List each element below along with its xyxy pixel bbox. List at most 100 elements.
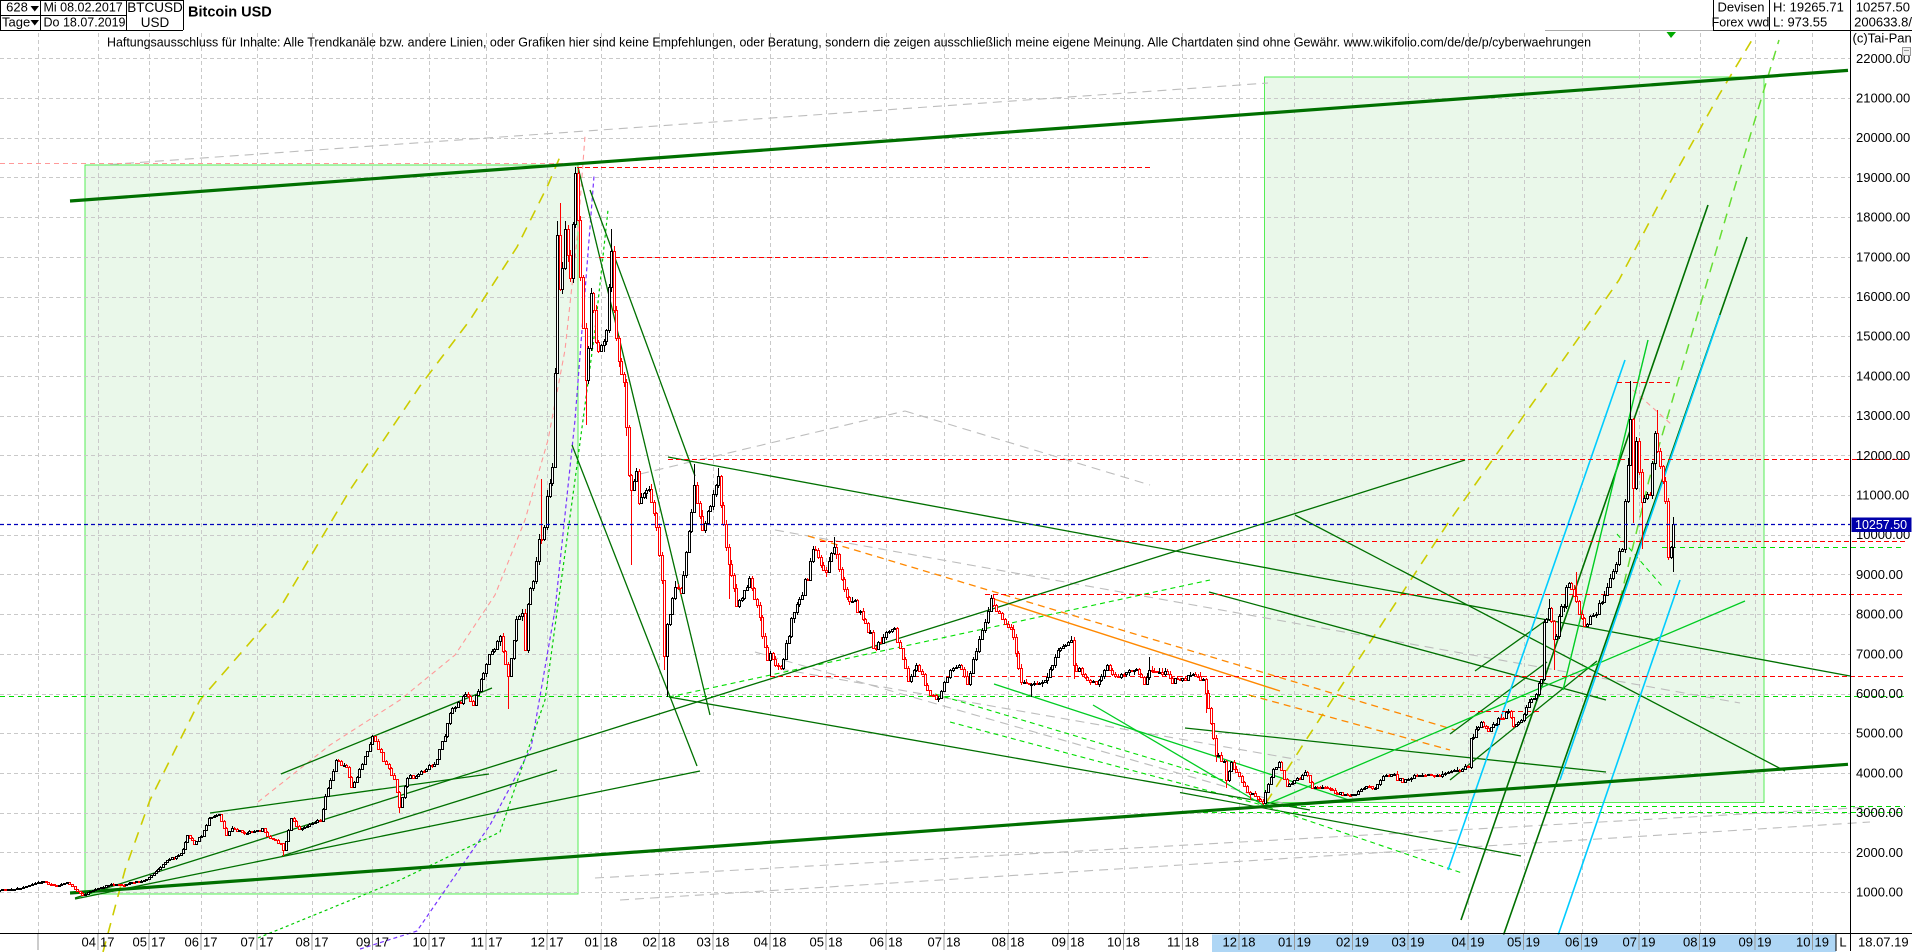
svg-text:L: 973.55: L: 973.55 (1773, 15, 1827, 30)
svg-text:17: 17 (151, 935, 165, 950)
svg-text:03: 03 (697, 935, 711, 950)
svg-text:06: 06 (185, 935, 199, 950)
svg-text:19: 19 (1815, 935, 1829, 950)
svg-text:15000.00: 15000.00 (1856, 329, 1910, 344)
svg-text:12000.00: 12000.00 (1856, 448, 1910, 463)
svg-text:17: 17 (549, 935, 563, 950)
svg-text:17: 17 (203, 935, 217, 950)
svg-text:USD: USD (141, 15, 170, 30)
svg-text:07: 07 (241, 935, 255, 950)
svg-text:17: 17 (375, 935, 389, 950)
svg-text:14000.00: 14000.00 (1856, 368, 1910, 383)
svg-text:Do 18.07.2019: Do 18.07.2019 (44, 16, 126, 30)
svg-text:05: 05 (133, 935, 147, 950)
svg-text:H: 19265.71: H: 19265.71 (1773, 0, 1844, 15)
svg-text:13000.00: 13000.00 (1856, 408, 1910, 423)
svg-text:08: 08 (992, 935, 1006, 950)
svg-text:19: 19 (1702, 935, 1716, 950)
svg-text:11: 11 (471, 935, 485, 950)
svg-text:Mi 08.02.2017: Mi 08.02.2017 (44, 1, 123, 15)
svg-text:16000.00: 16000.00 (1856, 289, 1910, 304)
svg-text:3000.00: 3000.00 (1856, 805, 1903, 820)
svg-text:19: 19 (1470, 935, 1484, 950)
svg-text:18: 18 (888, 935, 902, 950)
svg-text:17: 17 (488, 935, 502, 950)
svg-text:08: 08 (1683, 935, 1697, 950)
svg-text:01: 01 (1278, 935, 1292, 950)
svg-text:18: 18 (946, 935, 960, 950)
svg-text:01: 01 (585, 935, 599, 950)
svg-text:18: 18 (1010, 935, 1024, 950)
svg-text:02: 02 (643, 935, 657, 950)
svg-text:06: 06 (1565, 935, 1579, 950)
svg-text:Tage: Tage (2, 15, 30, 30)
svg-text:18: 18 (603, 935, 617, 950)
svg-text:05: 05 (810, 935, 824, 950)
svg-text:9000.00: 9000.00 (1856, 567, 1903, 582)
svg-text:19: 19 (1757, 935, 1771, 950)
svg-text:17: 17 (431, 935, 445, 950)
svg-text:02: 02 (1336, 935, 1350, 950)
svg-text:22000.00: 22000.00 (1856, 51, 1910, 66)
svg-text:12: 12 (1223, 935, 1237, 950)
svg-text:19: 19 (1410, 935, 1424, 950)
svg-text:10: 10 (1796, 935, 1810, 950)
svg-text:5000.00: 5000.00 (1856, 726, 1903, 741)
svg-text:05: 05 (1507, 935, 1521, 950)
svg-text:19: 19 (1355, 935, 1369, 950)
svg-text:2000.00: 2000.00 (1856, 845, 1903, 860)
svg-text:18: 18 (1241, 935, 1255, 950)
svg-text:08: 08 (296, 935, 310, 950)
svg-text:18: 18 (661, 935, 675, 950)
svg-text:17000.00: 17000.00 (1856, 249, 1910, 264)
svg-text:7000.00: 7000.00 (1856, 646, 1903, 661)
svg-text:Devisen: Devisen (1718, 0, 1765, 15)
svg-text:18: 18 (772, 935, 786, 950)
svg-text:19000.00: 19000.00 (1856, 170, 1910, 185)
svg-text:11000.00: 11000.00 (1856, 488, 1909, 503)
svg-text:18: 18 (1126, 935, 1140, 950)
svg-text:1000.00: 1000.00 (1856, 885, 1903, 900)
svg-text:12: 12 (531, 935, 545, 950)
svg-text:04: 04 (1452, 935, 1466, 950)
svg-text:Forex vwd: Forex vwd (1712, 16, 1770, 30)
svg-text:18: 18 (715, 935, 729, 950)
svg-text:11: 11 (1167, 935, 1181, 950)
svg-text:6000.00: 6000.00 (1856, 686, 1903, 701)
svg-text:20000.00: 20000.00 (1856, 130, 1910, 145)
svg-text:8000.00: 8000.00 (1856, 607, 1903, 622)
svg-text:200633.8/: 200633.8/ (1854, 15, 1912, 30)
svg-text:Bitcoin USD: Bitcoin USD (188, 5, 272, 21)
svg-text:04: 04 (82, 935, 96, 950)
svg-text:19: 19 (1297, 935, 1311, 950)
svg-text:19: 19 (1526, 935, 1540, 950)
svg-text:L: L (1839, 935, 1846, 950)
svg-text:19: 19 (1641, 935, 1655, 950)
svg-text:10: 10 (1107, 935, 1121, 950)
svg-text:06: 06 (870, 935, 884, 950)
svg-text:BTCUSD: BTCUSD (127, 0, 183, 15)
svg-text:18: 18 (1070, 935, 1084, 950)
svg-text:17: 17 (100, 935, 114, 950)
svg-text:03: 03 (1392, 935, 1406, 950)
svg-text:09: 09 (1052, 935, 1066, 950)
svg-text:18.07.19: 18.07.19 (1858, 935, 1909, 950)
svg-text:Haftungsausschluss für Inhalte: Haftungsausschluss für Inhalte: Alle Tre… (107, 35, 1591, 50)
svg-text:18: 18 (828, 935, 842, 950)
svg-text:10: 10 (413, 935, 427, 950)
svg-text:628: 628 (6, 0, 28, 15)
svg-text:10257.50: 10257.50 (1855, 518, 1907, 532)
svg-text:18: 18 (1185, 935, 1199, 950)
svg-text:07: 07 (928, 935, 942, 950)
svg-text:04: 04 (754, 935, 768, 950)
svg-text:09: 09 (356, 935, 370, 950)
svg-text:17: 17 (259, 935, 273, 950)
svg-text:10257.50: 10257.50 (1856, 0, 1910, 15)
svg-text:19: 19 (1584, 935, 1598, 950)
svg-text:09: 09 (1739, 935, 1753, 950)
svg-text:21000.00: 21000.00 (1856, 91, 1910, 106)
svg-text:18000.00: 18000.00 (1856, 210, 1910, 225)
svg-text:4000.00: 4000.00 (1856, 765, 1903, 780)
svg-text:(c)Tai-Pan: (c)Tai-Pan (1853, 31, 1912, 46)
svg-text:07: 07 (1623, 935, 1637, 950)
